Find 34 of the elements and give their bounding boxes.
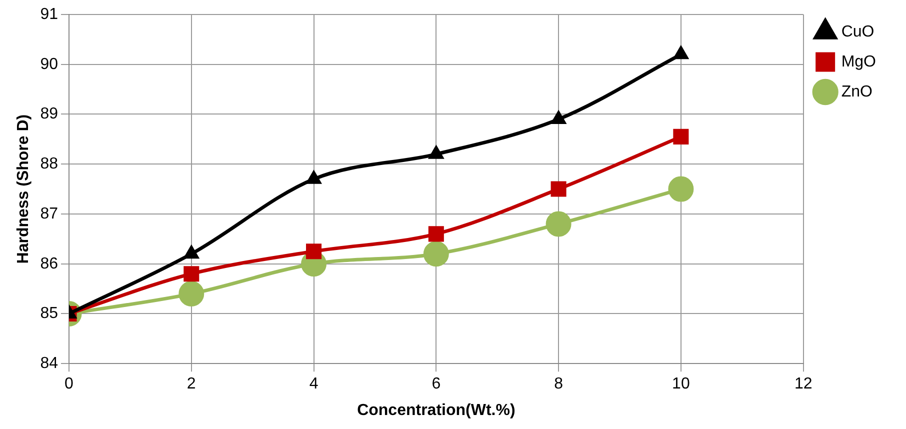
point xyxy=(306,171,321,184)
x-tick-label: 0 xyxy=(64,376,74,393)
point xyxy=(552,111,566,124)
y-tick-label: 86 xyxy=(40,255,58,272)
x-tick-label: 2 xyxy=(186,376,196,393)
point xyxy=(550,181,566,197)
point xyxy=(184,266,200,282)
point xyxy=(546,211,572,237)
y-axis-title: Hardness (Shore D) xyxy=(15,114,32,264)
point xyxy=(429,146,444,159)
x-tick-label: 8 xyxy=(554,376,564,393)
legend-label: CuO xyxy=(841,23,874,40)
point xyxy=(178,281,204,307)
point xyxy=(423,241,449,267)
point xyxy=(668,176,694,202)
x-tick-label: 12 xyxy=(794,376,812,393)
y-tick-label: 84 xyxy=(40,355,58,372)
point xyxy=(428,226,444,242)
point xyxy=(674,46,688,60)
legend-label: ZnO xyxy=(841,83,872,100)
x-tick-label: 6 xyxy=(432,376,441,393)
legend-label: MgO xyxy=(841,53,876,70)
y-tick-label: 87 xyxy=(40,205,58,222)
point xyxy=(184,246,198,259)
y-tick-label: 89 xyxy=(40,106,58,123)
x-tick-label: 4 xyxy=(309,376,318,393)
point xyxy=(306,244,322,260)
y-tick-label: 88 xyxy=(40,156,58,173)
y-tick-label: 85 xyxy=(40,305,58,322)
y-tick-label: 90 xyxy=(40,56,58,73)
y-tick-label: 91 xyxy=(40,6,58,23)
x-tick-label: 10 xyxy=(672,376,690,393)
x-axis-title: Concentration(Wt.%) xyxy=(357,402,516,419)
point xyxy=(673,128,689,144)
